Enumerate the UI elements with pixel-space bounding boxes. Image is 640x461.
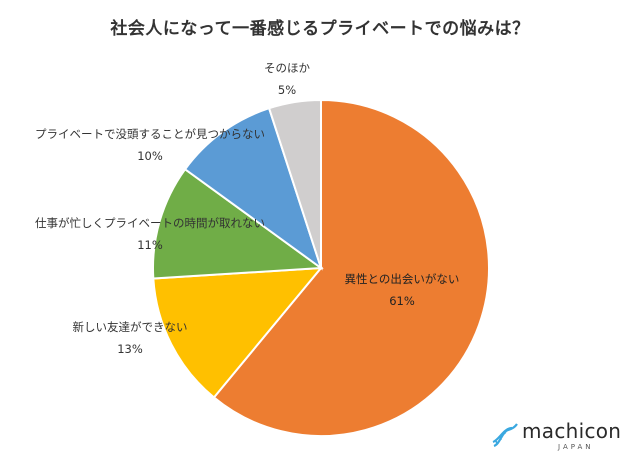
pie-slices — [151, 98, 490, 437]
dna-icon — [492, 423, 518, 448]
pie-slice-1 — [212, 98, 490, 437]
slice-percent-2: 13% — [117, 342, 143, 356]
chart-title: 社会人になって一番感じるプライベートでの悩みは？ — [110, 19, 530, 39]
logo-text: machicon — [522, 419, 622, 443]
slice-label-4: プライベートで没頭することが見つからない — [35, 127, 265, 141]
pie-labels: 異性との出会いがない 61% 新しい友達ができない 13% 仕事が忙しくプライベートの時… — [35, 61, 459, 356]
pie-slice-5 — [267, 98, 322, 269]
slice-percent-1: 61% — [389, 294, 415, 308]
slice-percent-3: 11% — [137, 238, 163, 252]
slice-label-5: そのほか — [264, 61, 310, 75]
slice-label-2: 新しい友達ができない — [73, 320, 188, 334]
machicon-logo: machicon JAPAN — [490, 418, 630, 454]
logo-subtext: JAPAN — [558, 443, 594, 451]
pie-slice-3 — [151, 167, 324, 280]
slice-percent-5: 5% — [278, 83, 296, 97]
slice-percent-4: 10% — [137, 149, 163, 163]
slice-label-3: 仕事が忙しくプライベートの時間が取れない — [35, 216, 265, 230]
pie-slice-4 — [183, 106, 323, 271]
slice-label-1: 異性との出会いがない — [345, 272, 460, 286]
pie-slice-2 — [152, 266, 324, 399]
